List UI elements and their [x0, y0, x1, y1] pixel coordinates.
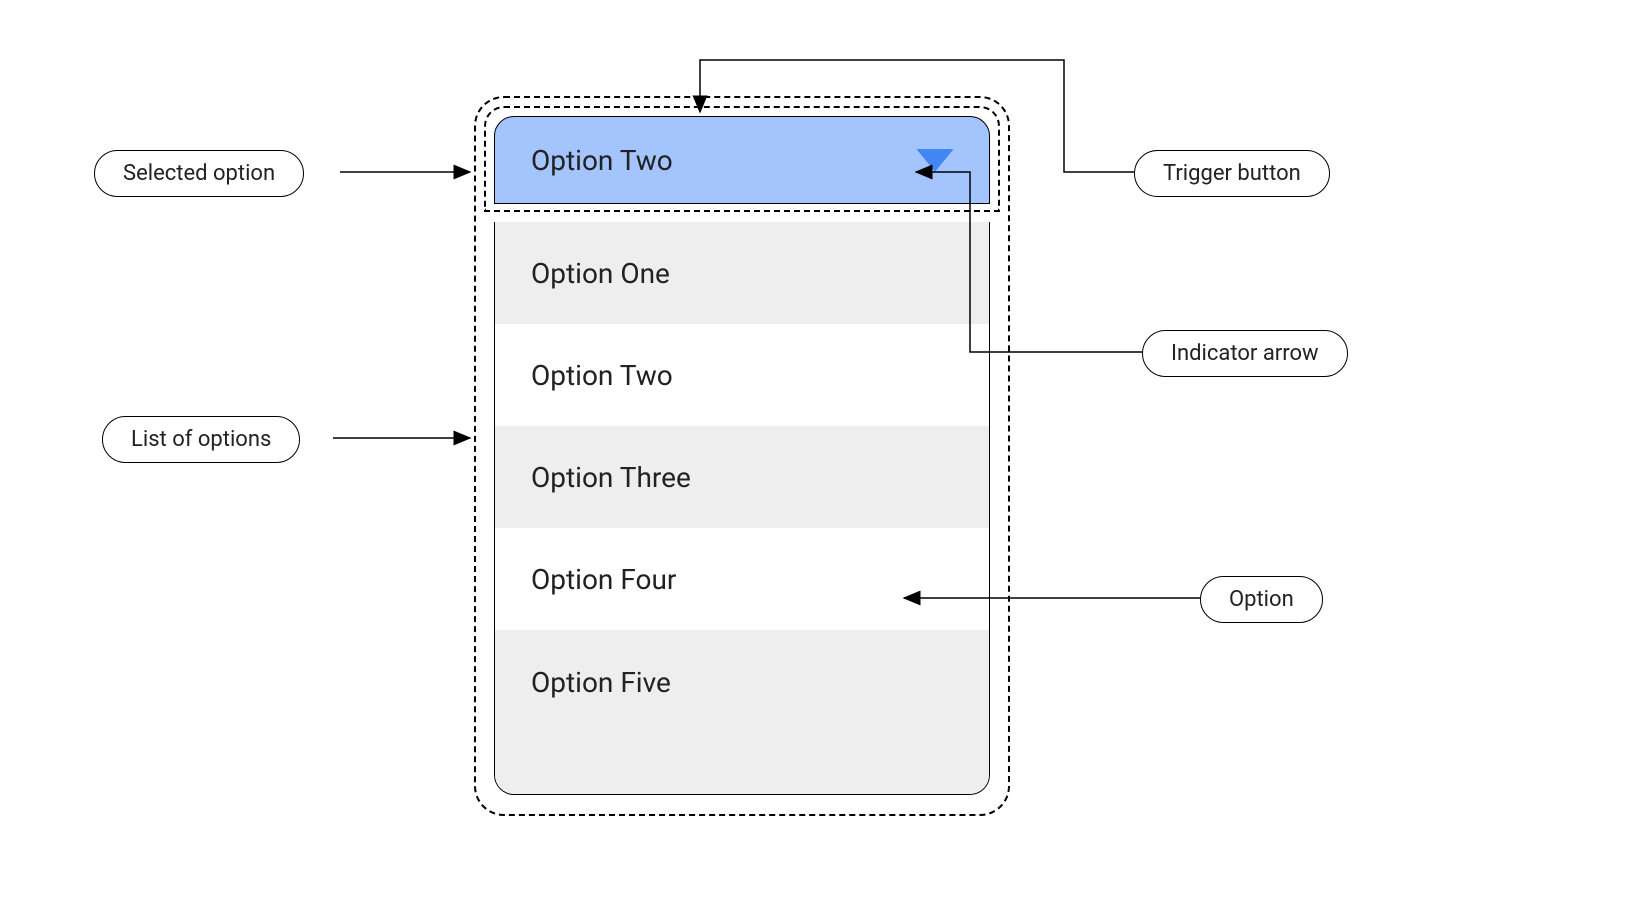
annotation-trigger-button: Trigger button	[1134, 150, 1330, 197]
option-label: Option One	[531, 257, 670, 290]
dropdown-option[interactable]: Option One	[495, 222, 989, 324]
dropdown-option[interactable]: Option Four	[495, 528, 989, 630]
trigger-label: Option Two	[531, 144, 673, 177]
option-label: Option Five	[531, 666, 671, 699]
dropdown-option[interactable]: Option Five	[495, 630, 989, 795]
option-label: Option Two	[531, 359, 673, 392]
option-label: Option Four	[531, 563, 676, 596]
dropdown-option[interactable]: Option Two	[495, 324, 989, 426]
chevron-down-icon	[917, 149, 953, 173]
dropdown-anatomy-diagram: Option Two Option One Option Two Option …	[0, 0, 1650, 924]
option-label: Option Three	[531, 461, 691, 494]
annotation-indicator-arrow: Indicator arrow	[1142, 330, 1348, 377]
annotation-list-of-options: List of options	[102, 416, 300, 463]
annotation-option: Option	[1200, 576, 1323, 623]
dropdown-options-list: Option One Option Two Option Three Optio…	[494, 222, 990, 795]
dropdown-option[interactable]: Option Three	[495, 426, 989, 528]
annotation-selected-option: Selected option	[94, 150, 304, 197]
dropdown-trigger-button[interactable]: Option Two	[494, 116, 990, 204]
